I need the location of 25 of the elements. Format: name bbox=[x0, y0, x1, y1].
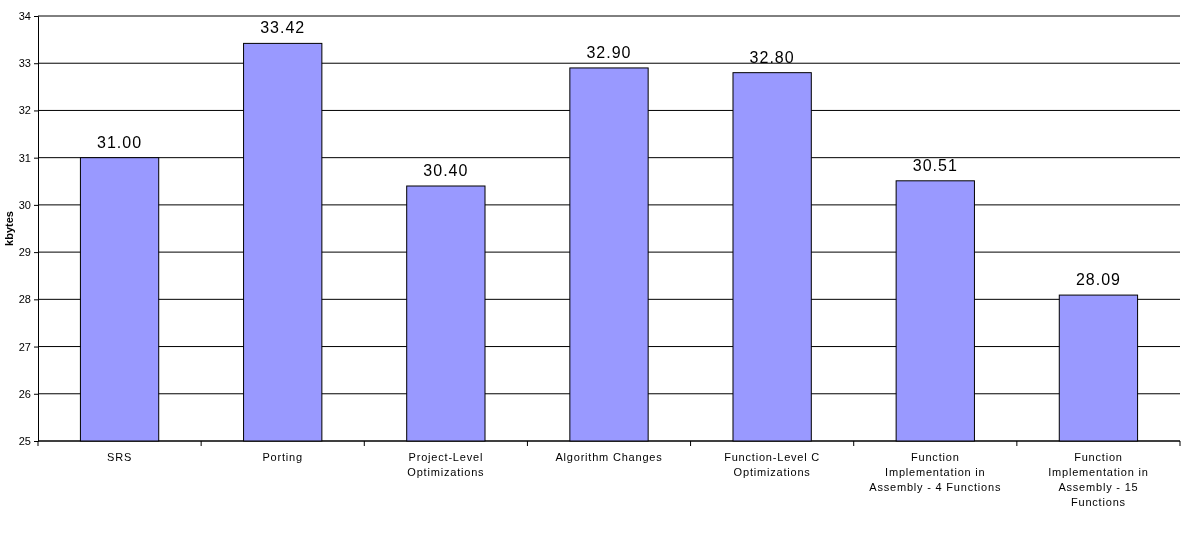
y-tick-label: 27 bbox=[18, 340, 31, 353]
data-label: 30.51 bbox=[912, 156, 958, 174]
x-tick-label: Project-Level Optimizations bbox=[407, 451, 485, 478]
y-axis-title: kbytes bbox=[3, 211, 15, 246]
x-tick-label: Algorithm Changes bbox=[555, 451, 663, 463]
y-tick-label: 28 bbox=[18, 293, 31, 306]
data-label: 28.09 bbox=[1075, 271, 1121, 289]
y-tick-label: 30 bbox=[18, 198, 31, 211]
y-tick-label: 29 bbox=[18, 246, 31, 259]
data-label: 32.80 bbox=[749, 48, 795, 66]
data-label: 33.42 bbox=[260, 19, 306, 37]
y-tick-label: 25 bbox=[18, 435, 31, 448]
y-tick-label: 26 bbox=[18, 387, 31, 400]
y-tick-label: 33 bbox=[18, 57, 31, 70]
data-label: 31.00 bbox=[97, 133, 143, 151]
x-tick-label: SRS bbox=[107, 451, 133, 463]
x-tick-label: Function Implementation in Assembly - 4 Functions bbox=[869, 451, 1002, 493]
x-tick-label: Function Implementation in Assembly - 15 Functions bbox=[1048, 451, 1149, 508]
y-tick-label: 34 bbox=[18, 10, 31, 23]
x-tick-label: Function-Level C Optimizations bbox=[724, 451, 821, 478]
data-label: 32.90 bbox=[586, 43, 632, 61]
y-tick-label: 31 bbox=[18, 151, 31, 164]
data-label: 30.40 bbox=[423, 162, 469, 179]
y-tick-label: 32 bbox=[18, 104, 31, 117]
x-tick-label: Porting bbox=[262, 451, 303, 463]
